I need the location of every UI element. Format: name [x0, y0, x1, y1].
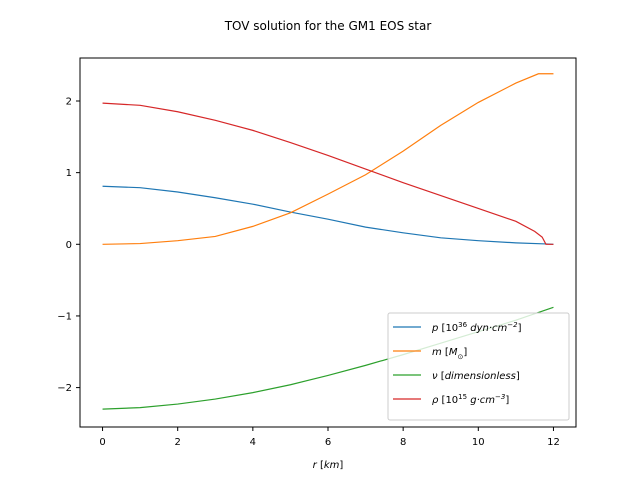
legend-text-part: M	[449, 347, 458, 358]
legend-text-part: ⊙	[457, 353, 463, 361]
legend-text-part: ]	[463, 347, 467, 358]
x-axis-label-close: ]	[339, 460, 343, 471]
series-line-0	[102, 185, 554, 245]
legend-text-part: dyn·cm	[467, 323, 507, 334]
y-tick-label: −1	[57, 311, 72, 322]
legend-text-part: −2	[507, 321, 518, 329]
legend-text-part: 36	[458, 321, 467, 329]
legend: p [1036 dyn·cm−2]m [M⊙]ν [dimensionless]…	[387, 312, 570, 421]
legend-text-part: m	[432, 347, 442, 358]
legend-label-0: p [1036 dyn·cm−2]	[431, 321, 522, 334]
x-tick-label: 4	[250, 437, 256, 448]
legend-label-3: ρ [1015 g·cm−3]	[432, 393, 509, 406]
legend-label-1: m [M⊙]	[432, 347, 467, 361]
x-axis-label-symbol: r	[313, 460, 318, 471]
y-tick-label: 0	[66, 240, 72, 251]
legend-box	[387, 312, 570, 421]
x-tick-label: 2	[175, 437, 181, 448]
series-line-3	[102, 102, 554, 245]
y-tick-label: 2	[66, 96, 72, 107]
legend-label-2: ν [dimensionless]	[432, 371, 520, 382]
x-tick-label: 10	[472, 437, 485, 448]
legend-text-part: [10	[438, 323, 458, 334]
legend-text-part: −3	[495, 393, 505, 401]
x-axis-label: r [km]	[313, 460, 344, 471]
legend-text-part: ]	[505, 395, 509, 406]
legend-text-part: p	[431, 323, 438, 334]
y-tick-label: 1	[66, 168, 72, 179]
legend-text-part: [	[438, 371, 445, 382]
legend-text-part: ρ	[432, 395, 439, 406]
legend-text-part: ]	[518, 323, 522, 334]
x-axis-label-open: [	[320, 460, 324, 471]
x-tick-label: 8	[400, 437, 406, 448]
chart-title: TOV solution for the GM1 EOS star	[224, 19, 432, 33]
legend-text-part: ν	[432, 371, 438, 382]
y-tick-label: −2	[57, 383, 72, 394]
x-tick-label: 0	[99, 437, 105, 448]
legend-text-part: [	[442, 347, 449, 358]
legend-text-part: ]	[516, 371, 520, 382]
x-tick-label: 12	[547, 437, 560, 448]
x-axis-label-unit: km	[324, 460, 340, 471]
series-line-1	[102, 73, 554, 245]
legend-text-part: 15	[458, 393, 467, 401]
legend-text-part: g·cm	[467, 395, 495, 406]
legend-text-part: dimensionless	[445, 371, 516, 382]
legend-text-part: [10	[438, 395, 458, 406]
x-tick-label: 6	[325, 437, 331, 448]
